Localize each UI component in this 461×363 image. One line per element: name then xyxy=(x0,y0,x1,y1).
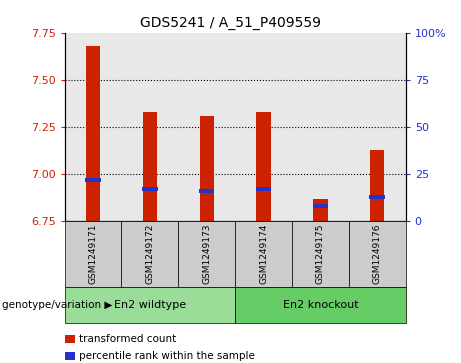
Text: En2 knockout: En2 knockout xyxy=(283,300,358,310)
Text: GSM1249174: GSM1249174 xyxy=(259,224,268,284)
Bar xyxy=(369,195,385,199)
Bar xyxy=(86,46,100,221)
Text: GSM1249173: GSM1249173 xyxy=(202,224,211,284)
Bar xyxy=(370,150,384,221)
Bar xyxy=(313,204,328,208)
Bar xyxy=(199,189,214,193)
Bar xyxy=(85,178,101,182)
Text: GSM1249176: GSM1249176 xyxy=(373,224,382,284)
Text: GSM1249171: GSM1249171 xyxy=(89,224,97,284)
Bar xyxy=(235,33,292,221)
Bar xyxy=(121,33,178,221)
Bar xyxy=(143,112,157,221)
Text: GSM1249175: GSM1249175 xyxy=(316,224,325,284)
Bar xyxy=(256,187,272,191)
Text: percentile rank within the sample: percentile rank within the sample xyxy=(79,351,255,361)
Bar xyxy=(349,33,406,221)
Text: genotype/variation ▶: genotype/variation ▶ xyxy=(2,300,112,310)
Text: En2 wildtype: En2 wildtype xyxy=(114,300,186,310)
Bar xyxy=(200,116,214,221)
Bar xyxy=(178,33,235,221)
Bar xyxy=(142,187,158,191)
Bar xyxy=(313,199,327,221)
Bar xyxy=(292,33,349,221)
Bar xyxy=(256,112,271,221)
Text: transformed count: transformed count xyxy=(79,334,177,344)
Bar xyxy=(65,33,121,221)
Text: GDS5241 / A_51_P409559: GDS5241 / A_51_P409559 xyxy=(140,16,321,30)
Text: GSM1249172: GSM1249172 xyxy=(145,224,154,284)
